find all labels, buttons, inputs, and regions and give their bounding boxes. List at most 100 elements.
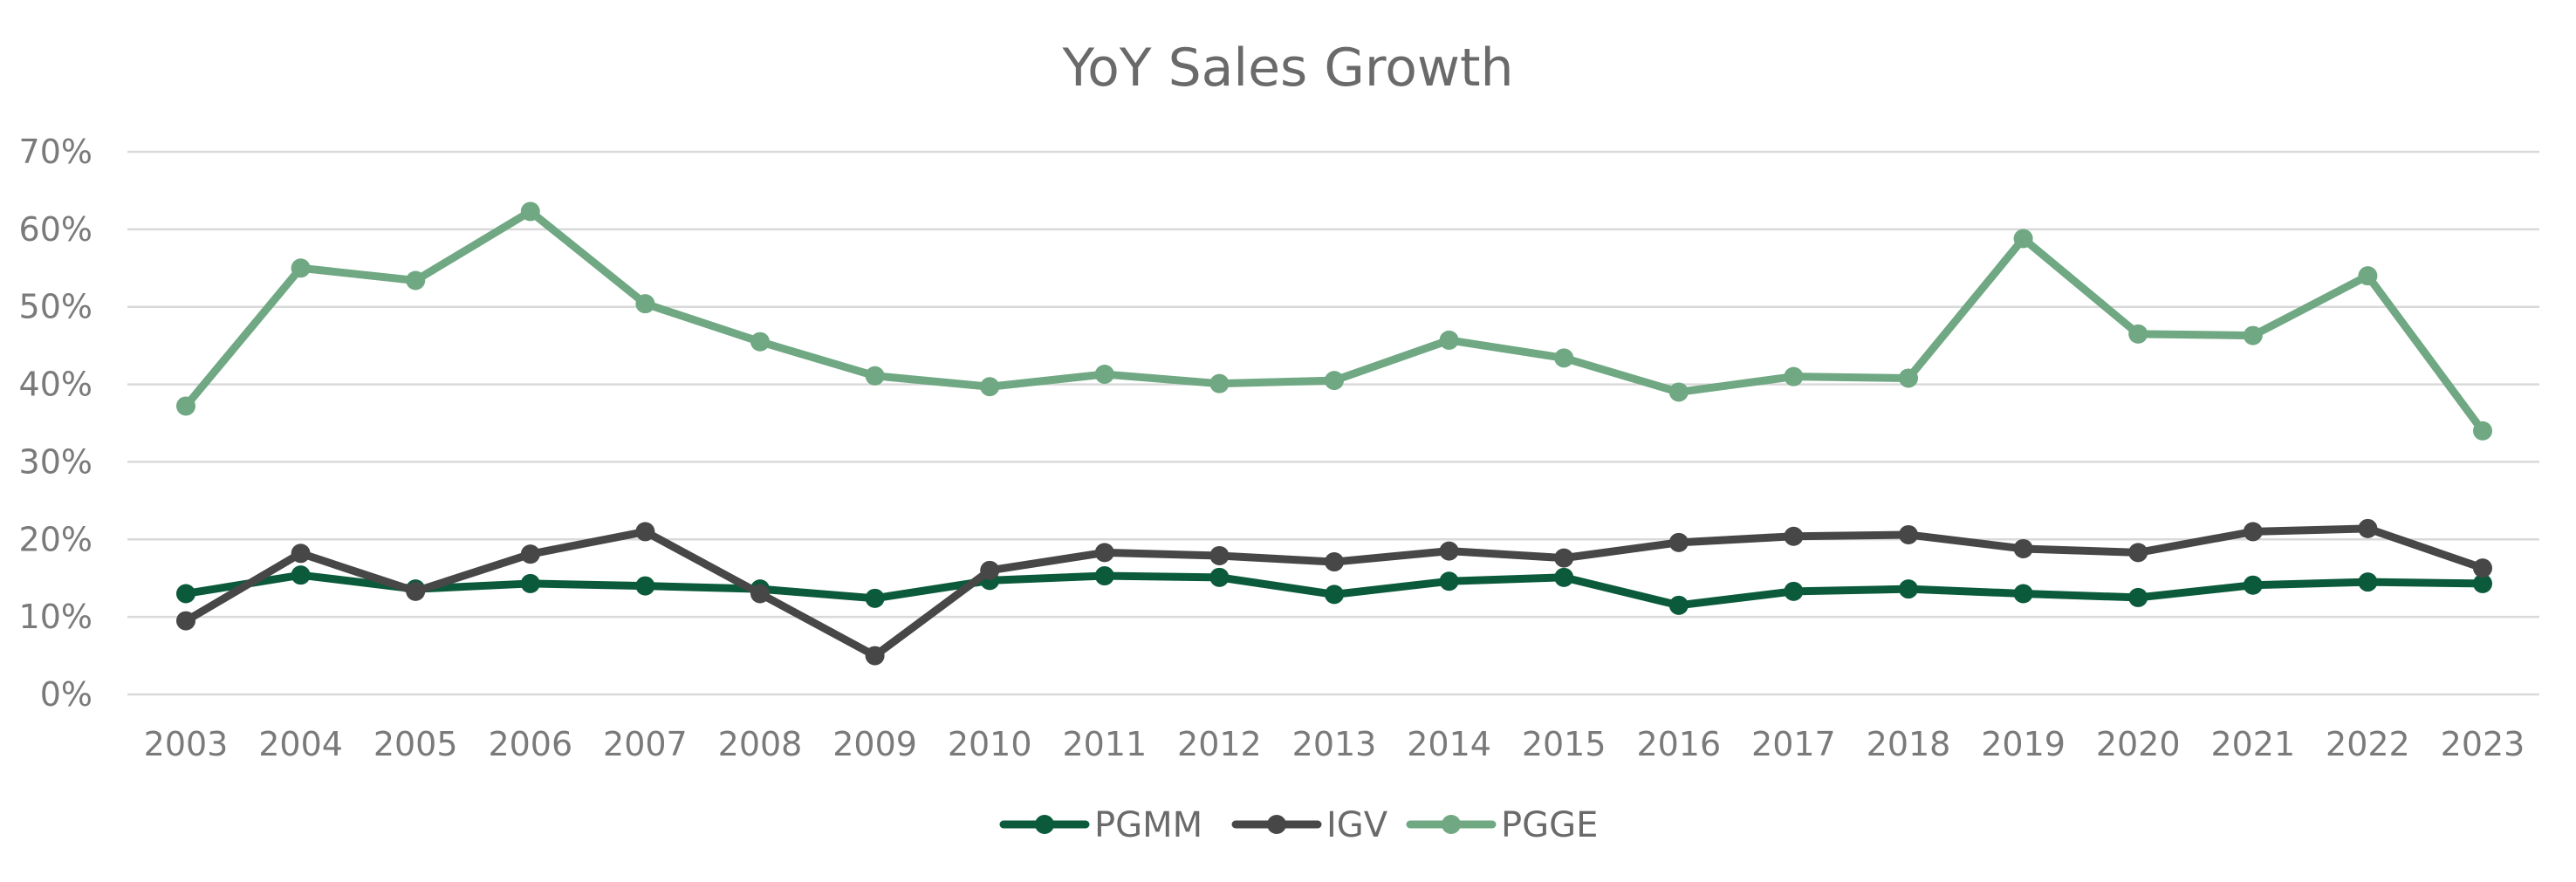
x-tick-label: 2015 <box>1522 725 1607 763</box>
data-point-pgge <box>2243 325 2263 345</box>
x-tick-label: 2011 <box>1062 725 1147 763</box>
x-tick-label: 2004 <box>258 725 343 763</box>
data-point-igv <box>2243 522 2263 542</box>
y-axis: 0% 10% 20% 30% 40% 50% 60% 70% <box>19 133 92 714</box>
chart-title: YoY Sales Growth <box>1061 38 1513 99</box>
legend-marker-swatch <box>1267 815 1286 834</box>
x-tick-label: 2008 <box>718 725 803 763</box>
data-point-igv <box>1668 532 1689 552</box>
data-point-pgge <box>2358 266 2378 286</box>
data-point-pgmm <box>1439 571 1459 591</box>
data-point-pgge <box>865 366 885 386</box>
data-point-pgge <box>1554 348 1574 368</box>
data-point-igv <box>1209 545 1230 565</box>
data-point-pgge <box>1899 368 1918 388</box>
data-point-pgge <box>1094 365 1114 385</box>
data-point-pgmm <box>520 573 540 593</box>
data-point-pgge <box>176 396 195 416</box>
x-axis: 2003 2004 2005 2006 2007 2008 2009 2010 2011 2012… <box>144 725 2525 763</box>
x-tick-label: 2022 <box>2326 725 2410 763</box>
legend-marker-swatch <box>1035 815 1054 834</box>
series-line-pgge <box>182 207 2487 435</box>
y-tick-label: 20% <box>19 520 92 558</box>
data-point-igv <box>1325 552 1344 572</box>
data-point-pgmm <box>291 565 311 585</box>
y-tick-label: 40% <box>19 366 92 404</box>
x-tick-label: 2007 <box>603 725 688 763</box>
series-group <box>176 202 2492 666</box>
data-point-pgmm <box>1554 567 1574 587</box>
data-point-pgmm <box>2358 572 2378 592</box>
data-point-igv <box>2013 538 2033 558</box>
legend-marker-swatch <box>1442 815 1461 834</box>
x-tick-label: 2021 <box>2210 725 2295 763</box>
x-tick-label: 2009 <box>832 725 917 763</box>
data-point-pgmm <box>2243 575 2263 595</box>
data-point-pgge <box>291 258 311 278</box>
data-point-pgmm <box>2128 587 2148 607</box>
series-pgmm <box>176 565 2492 615</box>
legend-label: PGGE <box>1501 805 1598 845</box>
data-point-igv <box>1439 541 1459 561</box>
y-tick-label: 10% <box>19 598 92 636</box>
data-point-igv <box>1094 543 1114 563</box>
x-tick-label: 2014 <box>1407 725 1491 763</box>
data-point-pgge <box>1209 373 1230 393</box>
data-point-pgge <box>2013 229 2033 249</box>
data-point-igv <box>176 611 195 631</box>
data-point-pgmm <box>2013 584 2033 604</box>
series-pgge <box>176 202 2492 441</box>
data-point-pgge <box>980 377 1000 397</box>
data-point-igv <box>2128 543 2148 563</box>
data-point-pgge <box>1668 382 1689 402</box>
y-tick-label: 50% <box>19 288 92 326</box>
data-point-igv <box>291 544 311 564</box>
data-point-igv <box>865 646 885 666</box>
x-tick-label: 2006 <box>488 725 572 763</box>
data-point-pgge <box>750 332 770 352</box>
x-tick-label: 2023 <box>2441 725 2525 763</box>
data-point-pgmm <box>1668 595 1689 615</box>
data-point-pgmm <box>176 584 195 604</box>
legend-item-pgge: PGGE <box>1406 805 1598 845</box>
data-point-pgmm <box>635 576 655 596</box>
y-tick-label: 0% <box>40 675 92 714</box>
data-point-pgmm <box>2473 573 2492 593</box>
legend: PGMM IGV PGGE <box>999 805 1598 845</box>
y-tick-label: 60% <box>19 210 92 249</box>
data-point-igv <box>1784 526 1804 546</box>
x-tick-label: 2018 <box>1867 725 1951 763</box>
y-tick-label: 30% <box>19 442 92 481</box>
data-point-igv <box>750 584 770 604</box>
data-point-pgmm <box>1784 581 1804 601</box>
data-point-pgge <box>520 202 540 222</box>
legend-label: IGV <box>1326 805 1388 845</box>
legend-label: PGMM <box>1094 805 1202 845</box>
series-igv <box>176 518 2492 666</box>
data-point-pgge <box>2473 420 2492 441</box>
data-point-pgge <box>635 294 655 314</box>
data-point-pgmm <box>1094 566 1114 586</box>
data-point-pgmm <box>865 588 885 608</box>
data-point-pgge <box>1439 330 1459 350</box>
data-point-pgge <box>1784 366 1804 386</box>
data-point-pgge <box>1325 371 1344 391</box>
data-point-igv <box>1899 524 1918 544</box>
data-point-pgmm <box>1209 567 1230 587</box>
x-tick-label: 2010 <box>948 725 1032 763</box>
x-tick-label: 2020 <box>2096 725 2181 763</box>
data-point-pgmm <box>1899 579 1918 599</box>
data-point-igv <box>406 581 426 601</box>
data-point-pgmm <box>1325 585 1344 605</box>
data-point-igv <box>2358 518 2378 538</box>
legend-item-igv: IGV <box>1231 805 1388 845</box>
legend-item-pgmm: PGMM <box>999 805 1202 845</box>
x-tick-label: 2013 <box>1292 725 1377 763</box>
data-point-igv <box>1554 548 1574 568</box>
x-tick-label: 2016 <box>1636 725 1721 763</box>
y-tick-label: 70% <box>19 133 92 171</box>
data-point-igv <box>520 544 540 564</box>
data-point-igv <box>2473 558 2492 578</box>
